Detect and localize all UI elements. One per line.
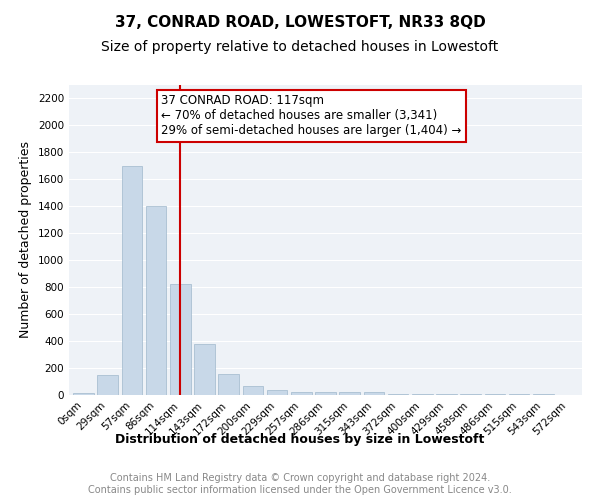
Text: Distribution of detached houses by size in Lowestoft: Distribution of detached houses by size … (115, 432, 485, 446)
Bar (73, 393, 94, 395)
Bar (509, 394, 529, 395)
Bar (364, 392, 384, 395)
Bar (242, 386, 263, 395)
Bar (485, 394, 505, 395)
Y-axis label: Number of detached properties: Number of detached properties (19, 142, 32, 338)
Bar (460, 394, 481, 395)
Bar (122, 166, 142, 395)
Bar (218, 374, 239, 395)
Bar (436, 394, 457, 395)
Text: Contains HM Land Registry data © Crown copyright and database right 2024.
Contai: Contains HM Land Registry data © Crown c… (88, 474, 512, 495)
Bar (170, 284, 191, 395)
Bar (315, 392, 336, 395)
Bar (291, 392, 311, 395)
Text: Size of property relative to detached houses in Lowestoft: Size of property relative to detached ho… (101, 40, 499, 54)
Text: 37 CONRAD ROAD: 117sqm
← 70% of detached houses are smaller (3,341)
29% of semi-: 37 CONRAD ROAD: 117sqm ← 70% of detached… (161, 94, 462, 138)
Bar (533, 394, 554, 395)
Bar (146, 206, 166, 395)
Bar (340, 392, 360, 395)
Bar (412, 394, 433, 395)
Bar (267, 390, 287, 395)
Bar (194, 344, 215, 395)
Text: 37, CONRAD ROAD, LOWESTOFT, NR33 8QD: 37, CONRAD ROAD, LOWESTOFT, NR33 8QD (115, 15, 485, 30)
Bar (97, 375, 118, 395)
Bar (388, 394, 409, 395)
